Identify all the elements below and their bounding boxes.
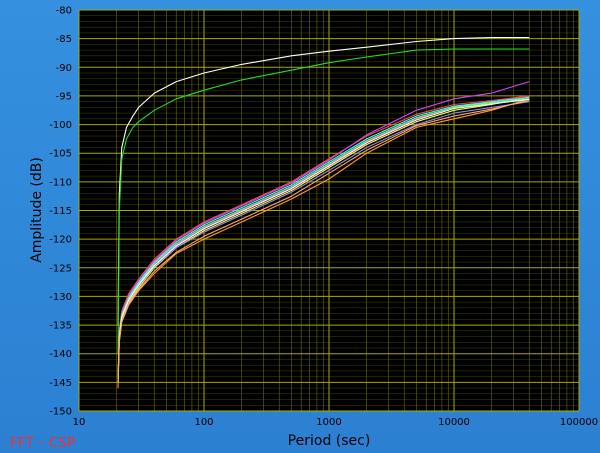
y-tick-label: -105 xyxy=(49,149,72,160)
x-tick-label: 10000 xyxy=(438,417,470,428)
x-tick-labels: 10 100 1000 10000 100000 xyxy=(73,417,598,428)
series-line-10 xyxy=(117,98,530,383)
y-tick-label: -95 xyxy=(56,91,72,102)
y-tick-labels: -80 -85 -90 -95 -100 -105 -110 -115 -120 -125 -130… xyxy=(49,6,72,418)
y-tick-label: -100 xyxy=(49,120,72,131)
y-tick-label: -130 xyxy=(49,292,72,303)
y-axis-title: Amplitude (dB) xyxy=(29,157,45,263)
x-tick-label: 1000 xyxy=(316,417,341,428)
series-line-9 xyxy=(117,81,530,383)
x-tick-label: 10 xyxy=(73,417,86,428)
y-tick-label: -110 xyxy=(49,177,72,188)
x-axis-title: Period (sec) xyxy=(288,433,371,449)
y-tick-label: -150 xyxy=(49,407,72,418)
series-line-7 xyxy=(117,95,530,383)
series-line-12 xyxy=(117,99,530,383)
y-tick-label: -125 xyxy=(49,263,72,274)
x-tick-label: 100000 xyxy=(560,417,598,428)
series-line-2 xyxy=(117,48,530,354)
y-tick-label: -140 xyxy=(49,349,72,360)
series-line-11 xyxy=(117,98,530,383)
y-tick-label: -115 xyxy=(49,206,72,217)
y-tick-label: -145 xyxy=(49,378,72,389)
series-layer xyxy=(117,36,530,389)
y-tick-label: -90 xyxy=(56,63,72,74)
chart-caption: FFT - CSP xyxy=(10,436,76,451)
y-tick-label: -80 xyxy=(56,6,72,17)
y-tick-label: -120 xyxy=(49,235,72,246)
x-tick-label: 100 xyxy=(194,417,213,428)
y-tick-label: -85 xyxy=(56,34,72,45)
series-line-1 xyxy=(117,36,530,326)
y-tick-label: -135 xyxy=(49,321,72,332)
grid-major xyxy=(78,9,580,412)
